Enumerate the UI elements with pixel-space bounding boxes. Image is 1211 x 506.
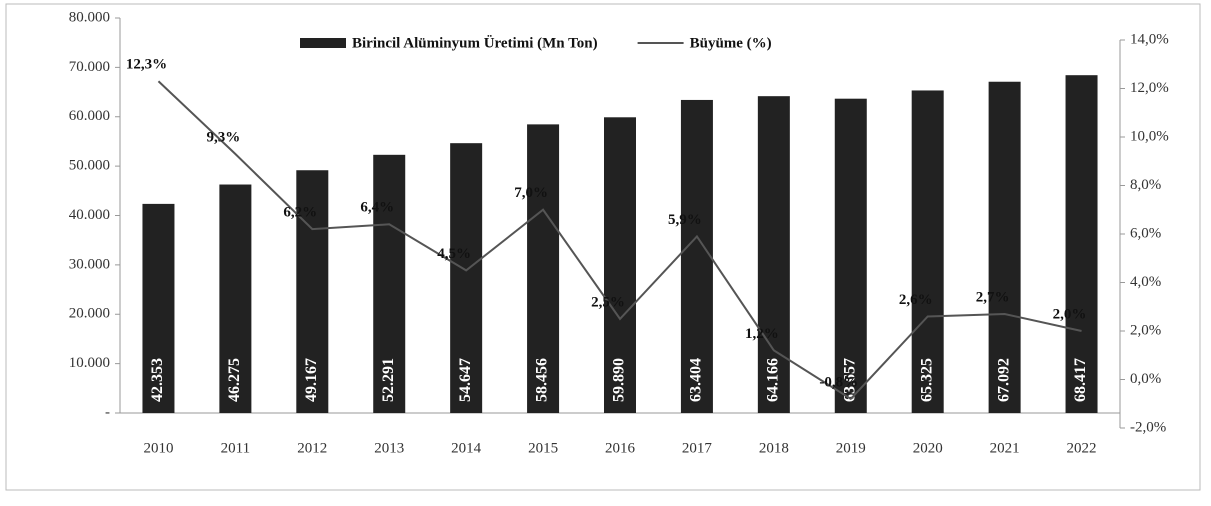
x-tick-label: 2013 (374, 440, 404, 456)
y-tick-label: 70.000 (69, 59, 110, 75)
bar-value-label: 49.167 (303, 358, 320, 402)
bar-value-label: 68.417 (1072, 358, 1089, 402)
y-tick-label: 50.000 (69, 158, 110, 174)
y-tick-label: 60.000 (69, 108, 110, 124)
x-tick-label: 2015 (528, 440, 558, 456)
x-tick-label: 2018 (759, 440, 789, 456)
x-tick-label: 2017 (682, 440, 713, 456)
bar (834, 98, 867, 413)
bar-value-label: 52.291 (380, 358, 397, 402)
bar (527, 124, 560, 413)
y2-tick-label: 6,0% (1130, 225, 1161, 241)
x-tick-label: 2014 (451, 440, 482, 456)
y2-tick-label: 14,0% (1130, 31, 1169, 47)
y2-tick-label: 10,0% (1130, 128, 1169, 144)
x-tick-label: 2016 (605, 440, 636, 456)
x-tick-label: 2021 (990, 440, 1020, 456)
x-tick-label: 2020 (913, 440, 943, 456)
line-value-label: -0,8% (819, 374, 858, 390)
line-value-label: 5,9% (668, 212, 702, 228)
y-tick-label: 40.000 (69, 207, 110, 223)
bar-value-label: 46.275 (226, 358, 243, 402)
line-value-label: 2,7% (976, 289, 1010, 305)
bar-value-label: 58.456 (534, 358, 551, 402)
bar (373, 154, 406, 414)
line-value-label: 1,2% (745, 326, 779, 342)
y-tick-label: 10.000 (69, 355, 110, 371)
bar (450, 143, 483, 414)
x-tick-label: 2010 (143, 440, 173, 456)
x-tick-label: 2011 (221, 440, 250, 456)
bar (604, 117, 636, 413)
bar-value-label: 63.657 (841, 358, 858, 402)
line-value-label: 9,3% (207, 129, 241, 145)
legend-label: Birincil Alüminyum Üretimi (Mn Ton) (352, 34, 598, 51)
bar (680, 99, 713, 413)
line-value-label: 12,3% (126, 57, 167, 73)
bar (1065, 75, 1098, 413)
y-tick-label: 20.000 (69, 306, 110, 322)
line-value-label: 2,0% (1053, 306, 1087, 322)
y2-tick-label: 4,0% (1130, 274, 1161, 290)
x-tick-label: 2019 (836, 440, 866, 456)
legend-label: Büyüme (%) (690, 35, 772, 51)
x-tick-label: 2022 (1067, 440, 1097, 456)
bar-value-label: 59.890 (611, 358, 628, 402)
x-tick-label: 2012 (297, 440, 327, 456)
bar (757, 96, 790, 414)
bar-value-label: 63.404 (688, 358, 705, 402)
line-value-label: 2,6% (899, 292, 933, 308)
line-value-label: 2,5% (591, 294, 625, 310)
bar (988, 81, 1021, 414)
y2-tick-label: 2,0% (1130, 322, 1161, 338)
y-tick-label: 80.000 (69, 9, 110, 25)
bar-value-label: 67.092 (995, 358, 1012, 402)
chart-border (5, 3, 1201, 491)
y-tick-label: 30.000 (69, 256, 110, 272)
bar (219, 184, 252, 413)
bar-value-label: 42.353 (149, 358, 166, 402)
y2-tick-label: 8,0% (1130, 177, 1161, 193)
line-value-label: 7,0% (514, 185, 548, 201)
bar (911, 90, 944, 413)
line-value-label: 6,2% (283, 205, 317, 221)
growth-line (157, 80, 1082, 401)
bar-value-label: 65.325 (918, 358, 935, 402)
bar-value-label: 64.166 (765, 358, 782, 402)
legend-swatch (300, 38, 346, 48)
y2-tick-label: 0,0% (1130, 371, 1161, 387)
y2-tick-label: 12,0% (1130, 80, 1169, 96)
y2-tick-label: -2,0% (1130, 419, 1166, 435)
bar-value-label: 54.647 (457, 358, 474, 402)
y-tick-label: - (105, 404, 110, 420)
bar (142, 203, 175, 413)
line-value-label: 4,5% (437, 246, 471, 262)
bar (296, 170, 329, 413)
line-value-label: 6,4% (360, 200, 394, 216)
